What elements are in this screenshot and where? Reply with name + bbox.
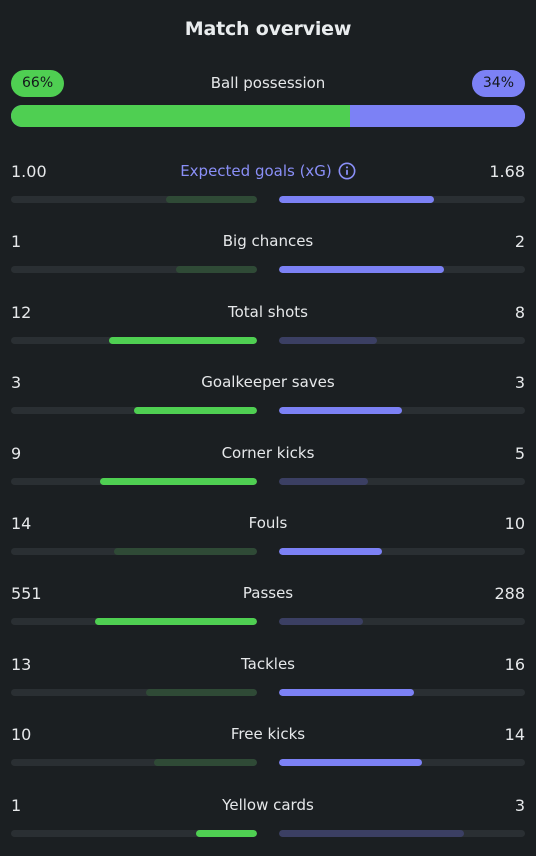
home-stat-bar [11,830,257,837]
stat-row: 3 Goalkeeper saves 3 [11,373,525,423]
stat-label-text: Free kicks [230,725,306,743]
stat-label-text: Goalkeeper saves [201,373,335,391]
away-stat-bar-fill [279,196,434,203]
home-stat-bar-fill [195,830,257,837]
home-stat-bar [11,759,257,766]
away-stat-value: 8 [514,303,525,322]
home-stat-value: 14 [11,514,32,533]
info-icon[interactable] [338,162,356,180]
home-stat-value: 9 [11,444,22,463]
away-stat-bar [279,618,525,625]
away-stat-value: 3 [514,373,525,392]
stat-label[interactable]: Expected goals (xG) [71,162,465,180]
home-stat-bar [11,337,257,344]
home-stat-bar [11,618,257,625]
stat-row: 9 Corner kicks 5 [11,444,525,494]
home-stat-value: 1 [11,796,22,815]
stat-row: 1 Yellow cards 3 [11,796,525,846]
home-stat-bar [11,689,257,696]
home-stat-bar-fill [109,337,257,344]
stat-label-text: Yellow cards [222,796,314,814]
home-stat-bar [11,478,257,485]
stat-label-text: Total shots [228,303,308,321]
stat-row: 13 Tackles 16 [11,655,525,705]
away-stat-value: 5 [514,444,525,463]
stat-label: Tackles [71,655,465,673]
stat-label-text: Expected goals (xG) [180,162,332,180]
stat-label: Corner kicks [71,444,465,462]
ball-possession-label: Ball possession [210,74,326,92]
stat-label-text: Big chances [222,232,314,250]
stat-row: 14 Fouls 10 [11,514,525,564]
away-stat-bar [279,196,525,203]
away-stat-bar [279,407,525,414]
home-stat-bar [11,266,257,273]
away-stat-value: 14 [504,725,525,744]
home-stat-value: 1 [11,232,22,251]
away-stat-bar [279,689,525,696]
stat-row: 551 Passes 288 [11,584,525,634]
home-stat-bar-fill [146,689,257,696]
home-stat-value: 10 [11,725,32,744]
stat-row: 10 Free kicks 14 [11,725,525,775]
away-possession-badge: 34% [471,70,525,97]
stat-label: Big chances [71,232,465,250]
ball-possession-bar [11,105,525,127]
stat-label: Fouls [71,514,465,532]
home-stat-bar-fill [94,618,257,625]
away-stat-bar-fill [279,830,464,837]
stat-label: Total shots [71,303,465,321]
stat-row: 12 Total shots 8 [11,303,525,353]
away-stat-bar-fill [279,407,402,414]
away-stat-value: 3 [514,796,525,815]
home-stat-value: 12 [11,303,32,322]
page-title: Match overview [184,18,352,40]
stat-label-text: Fouls [248,514,288,532]
stat-label-text: Tackles [240,655,296,673]
home-stat-bar [11,407,257,414]
ball-possession-header: 66% Ball possession 34% [11,70,525,98]
home-stat-value: 3 [11,373,22,392]
away-stat-bar [279,337,525,344]
home-stat-bar-fill [99,478,257,485]
home-stat-bar-fill [114,548,257,555]
stat-label: Yellow cards [71,796,465,814]
away-stat-bar [279,478,525,485]
home-stat-bar-fill [153,759,257,766]
stat-label-text: Passes [242,584,294,602]
stat-label: Free kicks [71,725,465,743]
away-stat-bar-fill [279,548,383,555]
home-stat-bar [11,196,257,203]
away-stat-bar-fill [279,266,444,273]
away-stat-bar-fill [279,618,363,625]
away-stat-value: 1.68 [489,162,525,181]
away-stat-value: 288 [494,584,525,603]
away-stat-bar-fill [279,478,368,485]
away-stat-bar [279,266,525,273]
home-possession-fill [11,105,351,127]
stat-label-text: Corner kicks [221,444,315,462]
stat-row: 1.00 Expected goals (xG) 1.68 [11,162,525,212]
home-stat-value: 551 [11,584,42,603]
away-stat-value: 2 [514,232,525,251]
away-stat-value: 10 [504,514,525,533]
stat-label: Goalkeeper saves [71,373,465,391]
home-stat-bar-fill [134,407,257,414]
away-possession-fill [350,105,525,127]
away-stat-bar-fill [279,689,415,696]
home-stat-value: 1.00 [11,162,47,181]
home-stat-bar [11,548,257,555]
away-stat-bar [279,548,525,555]
home-stat-bar-fill [175,266,257,273]
stat-label: Passes [71,584,465,602]
away-stat-bar [279,830,525,837]
home-stat-bar-fill [165,196,257,203]
stat-row: 1 Big chances 2 [11,232,525,282]
away-stat-bar-fill [279,759,422,766]
home-stat-value: 13 [11,655,32,674]
away-stat-bar [279,759,525,766]
away-stat-bar-fill [279,337,378,344]
away-stat-value: 16 [504,655,525,674]
home-possession-badge: 66% [11,70,65,97]
